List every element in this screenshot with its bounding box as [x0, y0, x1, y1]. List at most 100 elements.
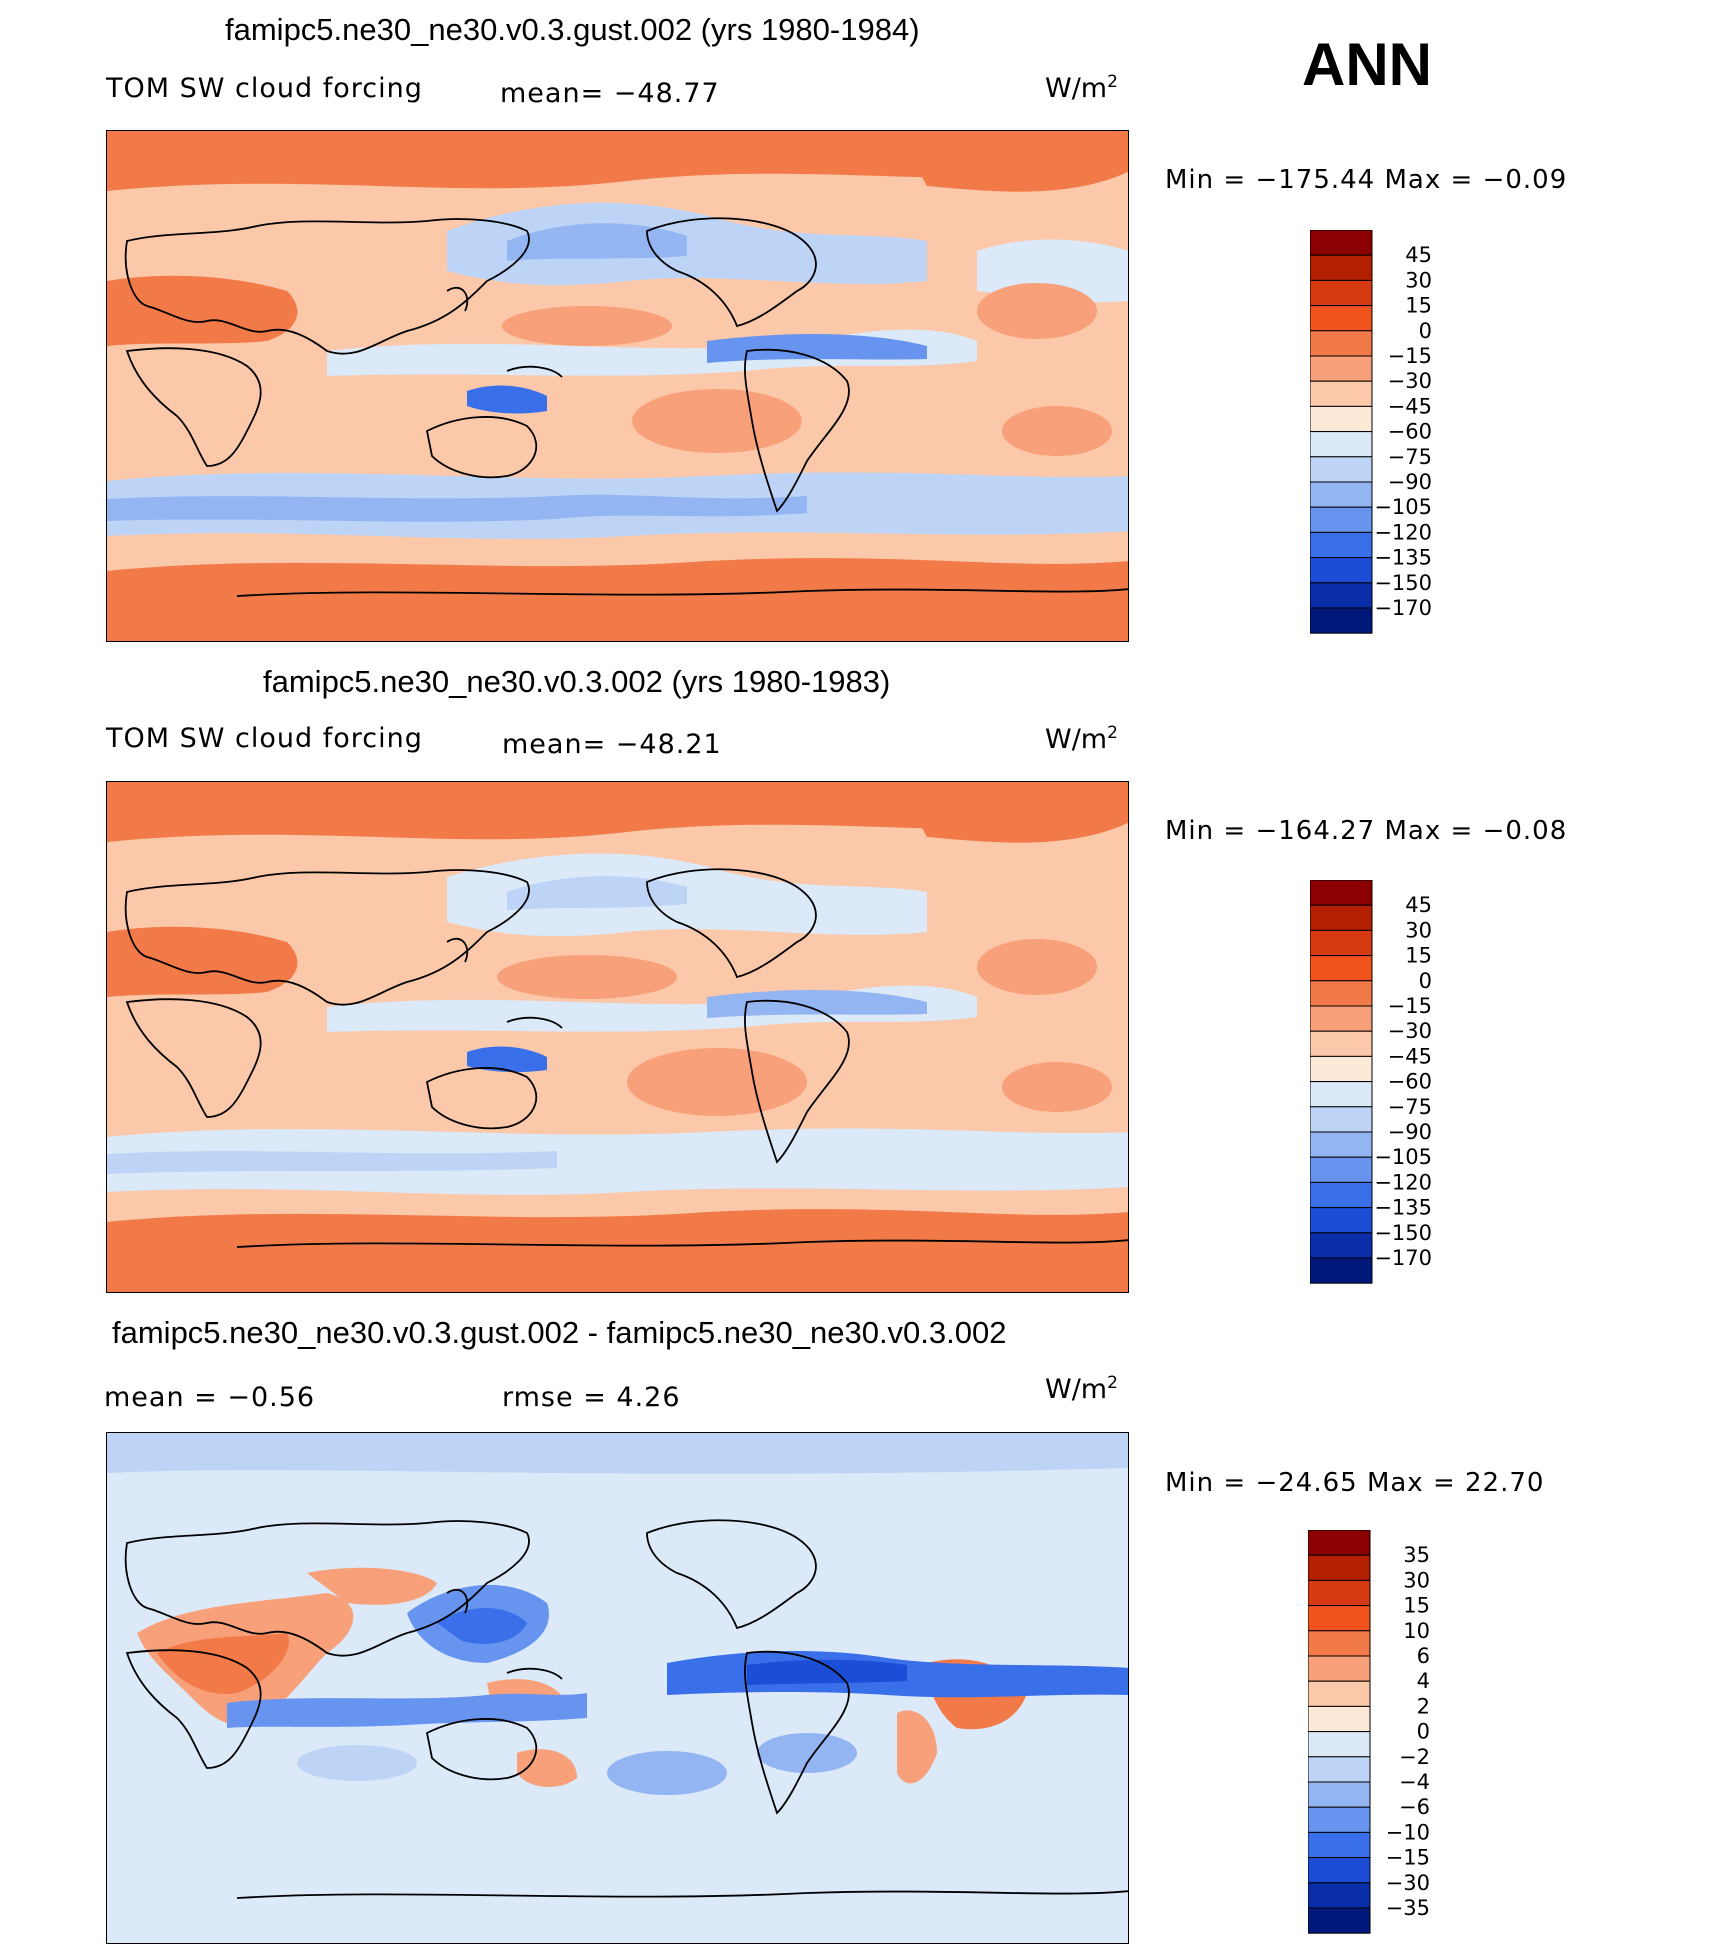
- colorbar-tick-label: −90: [1388, 1120, 1432, 1144]
- colorbar-segment: [1308, 1882, 1371, 1909]
- colorbar-tick-label: −120: [1374, 520, 1432, 544]
- colorbar-segment: [1310, 1106, 1373, 1133]
- panel1-min: Min = −175.44 Max = −0.09: [1165, 165, 1568, 195]
- colorbar-segment: [1310, 506, 1373, 533]
- colorbar-segment: [1310, 557, 1373, 584]
- colorbar-tick-label: 2: [1417, 1694, 1430, 1718]
- colorbar-segment: [1308, 1831, 1371, 1859]
- colorbar-segment: [1310, 254, 1373, 281]
- colorbar-tick-label: 45: [1405, 893, 1432, 917]
- colorbar-tick-label: 0: [1419, 969, 1432, 993]
- colorbar-segment: [1308, 1756, 1371, 1783]
- colorbar-tick-label: 30: [1405, 918, 1432, 942]
- colorbar-tick-label: 15: [1405, 294, 1432, 318]
- colorbar-tick-label: −105: [1374, 1145, 1432, 1169]
- colorbar-tick-label: 30: [1405, 268, 1432, 292]
- colorbar-tick-label: −30: [1388, 369, 1432, 393]
- colorbar-segment: [1310, 380, 1373, 407]
- colorbar-tick-label: 45: [1405, 243, 1432, 267]
- panel2-min: Min = −164.27 Max = −0.08: [1165, 816, 1568, 846]
- colorbar-segment: [1310, 1081, 1373, 1108]
- colorbar-segment: [1310, 1156, 1373, 1183]
- colorbar-tick-label: −15: [1388, 994, 1432, 1018]
- panel2-title: famipc5.ne30_ne30.v0.3.002 (yrs 1980-198…: [263, 664, 891, 699]
- colorbar-segment: [1310, 1257, 1373, 1284]
- colorbar-tick-label: 4: [1417, 1669, 1430, 1693]
- colorbar-tick-label: 35: [1403, 1543, 1430, 1567]
- colorbar-segment: [1310, 929, 1373, 957]
- panel2-colorbar-svg: 4530150−15−30−45−60−75−90−105−120−135−15…: [1310, 880, 1432, 1284]
- colorbar-segment: [1308, 1731, 1371, 1758]
- panel3-units: W/m2: [1045, 1373, 1118, 1405]
- panel2-variable: TOM SW cloud forcing: [106, 723, 423, 754]
- season-label: ANN: [1302, 31, 1432, 98]
- colorbar-tick-label: −60: [1388, 1070, 1432, 1094]
- colorbar-tick-label: −170: [1374, 596, 1432, 620]
- colorbar-segment: [1310, 355, 1373, 382]
- panel2-map: [106, 781, 1129, 1293]
- colorbar-segment: [1308, 1579, 1371, 1607]
- colorbar-tick-label: 0: [1417, 1720, 1430, 1744]
- colorbar-segment: [1310, 456, 1373, 483]
- colorbar-segment: [1308, 1705, 1371, 1733]
- colorbar-tick-label: −6: [1399, 1795, 1430, 1819]
- panel1-mean: mean= −48.77: [500, 78, 720, 109]
- colorbar-tick-label: −2: [1399, 1745, 1430, 1769]
- colorbar-tick-label: −15: [1388, 344, 1432, 368]
- colorbar-tick-label: 15: [1403, 1594, 1430, 1618]
- panel1-variable: TOM SW cloud forcing: [106, 73, 423, 104]
- colorbar-tick-label: 30: [1403, 1568, 1430, 1592]
- panel1-colorbar: 45 30 15 0 −15 −30 −45 −60 −75 −90 −105 −120 −135 −15…: [1310, 230, 1480, 636]
- colorbar-segment: [1308, 1605, 1371, 1632]
- colorbar-segment: [1310, 481, 1373, 508]
- colorbar-tick-label: −135: [1374, 546, 1432, 570]
- colorbar-segment: [1310, 1207, 1373, 1234]
- panel1-map: [106, 130, 1129, 642]
- colorbar-segment: [1310, 1030, 1373, 1057]
- panel3-min: Min = −24.65 Max = 22.70: [1165, 1468, 1545, 1498]
- colorbar-segment: [1310, 1055, 1373, 1083]
- colorbar-tick-label: 10: [1403, 1619, 1430, 1643]
- colorbar-tick-label: −75: [1388, 445, 1432, 469]
- colorbar-segment: [1310, 955, 1373, 982]
- colorbar-segment: [1308, 1554, 1371, 1581]
- colorbar-tick-label: −45: [1388, 1044, 1432, 1068]
- colorbar-tick-label: −4: [1399, 1770, 1430, 1794]
- colorbar-segment: [1308, 1655, 1371, 1682]
- colorbar-segment: [1308, 1630, 1371, 1657]
- panel2-mean: mean= −48.21: [502, 729, 722, 760]
- colorbar-tick-label: −10: [1386, 1820, 1430, 1844]
- colorbar-tick-label: −35: [1386, 1896, 1430, 1920]
- panel2-units: W/m2: [1045, 723, 1118, 755]
- colorbar-tick-label: −60: [1388, 420, 1432, 444]
- panel1-colorbar-svg: 4530150−15−30−45−60−75−90−105−120−135−15…: [1310, 230, 1432, 634]
- panel3-rmse: rmse = 4.26: [502, 1382, 681, 1413]
- panel3-map: [106, 1432, 1129, 1944]
- colorbar-tick-label: 0: [1419, 319, 1432, 343]
- colorbar-tick-label: 15: [1405, 944, 1432, 968]
- colorbar-tick-label: −150: [1374, 571, 1432, 595]
- colorbar-segment: [1310, 405, 1373, 433]
- colorbar-tick-label: −30: [1386, 1871, 1430, 1895]
- colorbar-tick-label: −75: [1388, 1095, 1432, 1119]
- colorbar-tick-label: −135: [1374, 1196, 1432, 1220]
- colorbar-segment: [1310, 1181, 1373, 1209]
- colorbar-segment: [1310, 1005, 1373, 1032]
- colorbar-segment: [1310, 607, 1373, 634]
- panel2-colorbar: 45 30 15 0 −15 −30 −45 −60 −75 −90 −105 −120 −135 −15…: [1310, 880, 1480, 1286]
- colorbar-segment: [1310, 279, 1373, 307]
- panel1-title: famipc5.ne30_ne30.v0.3.gust.002 (yrs 198…: [225, 12, 920, 47]
- colorbar-segment: [1310, 531, 1373, 559]
- colorbar-segment: [1310, 880, 1373, 906]
- colorbar-tick-label: 6: [1417, 1644, 1430, 1668]
- colorbar-tick-label: −15: [1386, 1846, 1430, 1870]
- panel3-colorbar: 35 30 15 10 6 4 2 0 −2 −4 −6 −10 −15 −30 −35: [1308, 1530, 1478, 1936]
- colorbar-segment: [1308, 1781, 1371, 1808]
- colorbar-segment: [1308, 1857, 1371, 1884]
- colorbar-segment: [1310, 980, 1373, 1007]
- colorbar-segment: [1310, 330, 1373, 357]
- colorbar-segment: [1308, 1530, 1371, 1556]
- colorbar-segment: [1310, 431, 1373, 458]
- colorbar-tick-label: −45: [1388, 394, 1432, 418]
